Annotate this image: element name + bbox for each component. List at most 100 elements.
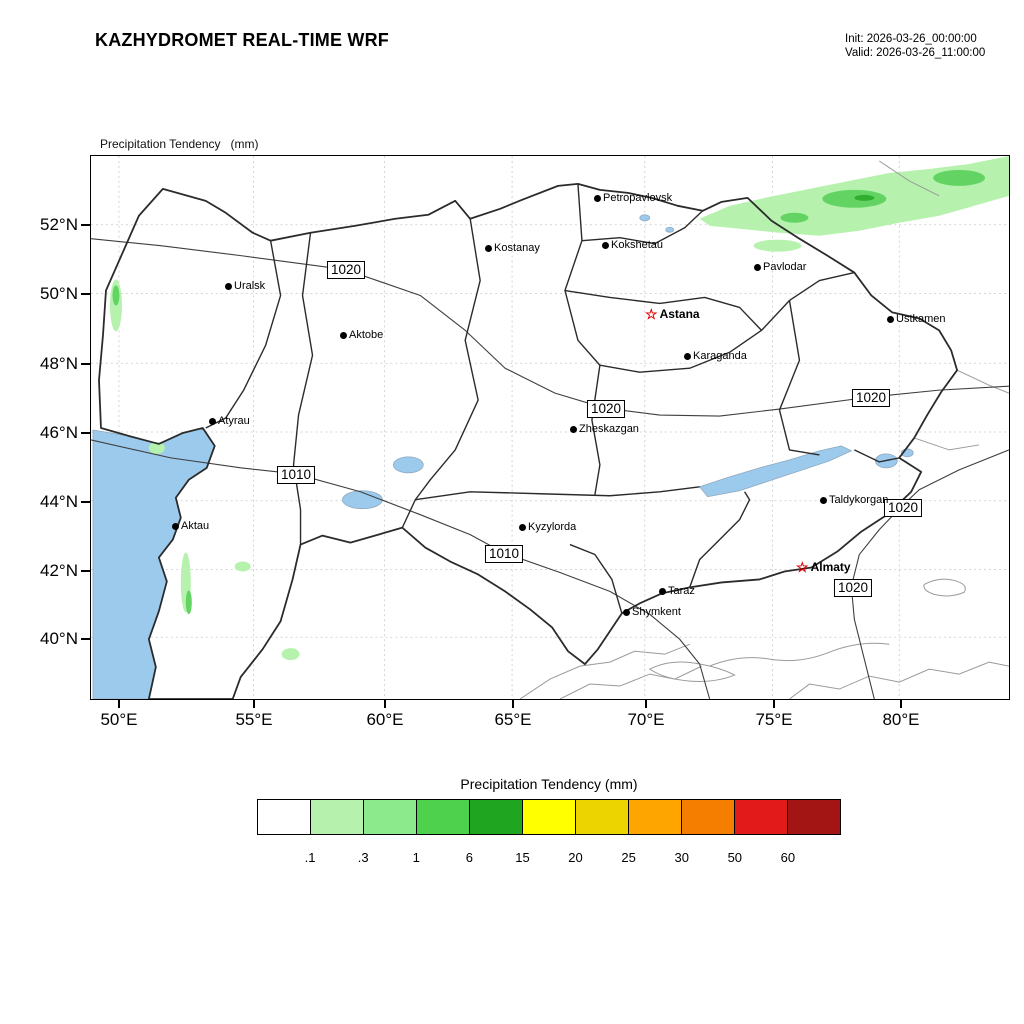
legend-colorbar — [257, 799, 841, 835]
aral-sea — [342, 490, 383, 510]
city-label: Uralsk — [234, 280, 266, 292]
water-bodies — [92, 214, 914, 699]
small-lake — [665, 226, 675, 233]
city-label: Taldykorgan — [829, 494, 889, 506]
lon-tick-mark — [773, 700, 775, 708]
city-marker: Karaganda — [684, 350, 747, 362]
lat-tick-label: 42°N — [40, 561, 78, 580]
lake-balkhash — [699, 445, 853, 498]
city-dot-icon — [887, 315, 894, 323]
legend-tick-label: .1 — [304, 850, 316, 865]
map-frame: 52°N 50°N 48°N 46°N 44°N 42°N 40°N 50°E 55°E 60°E… — [40, 155, 1010, 729]
isobar-1020 — [91, 238, 1009, 417]
lon-tick-label: 65°E — [494, 710, 532, 729]
init-valid-block: Init: 2026-03-26_00:00:00 Valid: 2026-03… — [845, 32, 985, 60]
precip-medium — [780, 212, 809, 223]
lon-tick-label: 75°E — [755, 710, 793, 729]
city-marker: Aktau — [172, 520, 209, 532]
graticule — [91, 156, 1009, 699]
lon-tick-mark — [645, 700, 647, 708]
capital-city-marker: ☆ Astana — [645, 307, 700, 321]
precip-light — [753, 239, 802, 252]
city-label: Karaganda — [693, 350, 747, 362]
legend-color-cell — [522, 799, 576, 835]
legend-tick-labels: .1 .3 1 6 15 20 25 30 50 60 — [257, 835, 841, 869]
city-label: Aktau — [181, 520, 210, 532]
precip-medium — [185, 590, 192, 615]
lon-tick-label: 80°E — [882, 710, 920, 729]
city-dot-icon — [594, 194, 601, 202]
lat-tick-mark — [81, 432, 90, 434]
precip-light — [234, 561, 251, 572]
precip-medium — [822, 189, 887, 208]
city-marker: Zheskazgan — [570, 423, 639, 435]
legend-color-cell — [257, 799, 311, 835]
pressure-contour-label: 1020 — [833, 579, 873, 597]
city-label: Petropavlovsk — [603, 192, 673, 204]
valid-time: Valid: 2026-03-26_11:00:00 — [845, 47, 986, 59]
legend-color-cell — [734, 799, 788, 835]
kazakhstan-border — [98, 183, 959, 699]
lon-tick-mark — [384, 700, 386, 708]
city-label: Kyzylorda — [528, 521, 577, 533]
city-marker: Atyrau — [209, 415, 250, 427]
legend-tick-label: .3 — [357, 850, 369, 865]
city-label: Ustkamen — [896, 313, 946, 325]
field-label-precip: Precipitation Tendency (mm) — [100, 137, 259, 151]
lat-tick-mark — [81, 293, 90, 295]
pressure-contour-label: 1020 — [851, 389, 891, 407]
lat-tick-label: 46°N — [40, 423, 78, 442]
legend-tick-label: 60 — [780, 850, 796, 865]
pressure-contour-label: 1020 — [883, 499, 923, 517]
city-dot-icon — [340, 331, 347, 339]
city-dot-icon — [485, 244, 492, 252]
city-marker: Taldykorgan — [820, 494, 888, 506]
city-dot-icon — [519, 523, 526, 531]
lon-tick-label: 50°E — [100, 710, 138, 729]
lon-tick-label: 70°E — [627, 710, 665, 729]
lon-tick-mark — [118, 700, 120, 708]
lat-tick-label: 44°N — [40, 492, 78, 511]
isobar-1020 — [850, 449, 1009, 699]
lat-tick-label: 40°N — [40, 629, 78, 648]
legend-tick-label: 15 — [515, 850, 530, 865]
capital-star-icon: ☆ — [796, 559, 809, 575]
legend-color-cell — [416, 799, 470, 835]
city-dot-icon — [684, 352, 691, 360]
legend-tick-label: 50 — [727, 850, 743, 865]
capital-city-marker: ☆ Almaty — [796, 560, 851, 574]
city-label: Pavlodar — [763, 261, 807, 273]
legend-tick-label: 20 — [568, 850, 583, 865]
city-dot-icon — [602, 241, 609, 249]
lat-tick-mark — [81, 570, 90, 572]
legend-color-cell — [310, 799, 364, 835]
city-dot-icon — [659, 587, 666, 595]
lat-tick-label: 50°N — [40, 284, 78, 303]
lon-tick-label: 60°E — [366, 710, 404, 729]
legend-tick-label: 25 — [621, 850, 636, 865]
lon-tick-mark — [253, 700, 255, 708]
city-marker: Pavlodar — [754, 261, 806, 273]
lat-tick-mark — [81, 638, 90, 640]
city-marker: Taraz — [659, 585, 695, 597]
precip-light — [281, 648, 300, 661]
pressure-contour-label: 1010 — [484, 545, 524, 563]
page-title: KAZHYDROMET REAL-TIME WRF — [95, 30, 389, 50]
isobar-1010 — [91, 439, 711, 699]
city-dot-icon — [209, 417, 216, 425]
lon-tick-label: 55°E — [235, 710, 273, 729]
pressure-contour-label: 1020 — [326, 261, 366, 279]
city-label: Astana — [659, 307, 700, 321]
init-time: Init: 2026-03-26_00:00:00 — [845, 33, 977, 45]
lat-tick-mark — [81, 363, 90, 365]
city-dot-icon — [225, 282, 232, 290]
precip-medium — [933, 169, 986, 186]
legend-color-cell — [787, 799, 841, 835]
city-marker: Uralsk — [225, 280, 265, 292]
legend-tick-label: 6 — [465, 850, 473, 865]
city-label: Aktobe — [349, 329, 384, 341]
legend-color-cell — [681, 799, 735, 835]
pressure-contour-label: 1020 — [586, 400, 626, 418]
aral-sea — [392, 456, 424, 474]
city-marker: Kokshetau — [602, 239, 663, 251]
